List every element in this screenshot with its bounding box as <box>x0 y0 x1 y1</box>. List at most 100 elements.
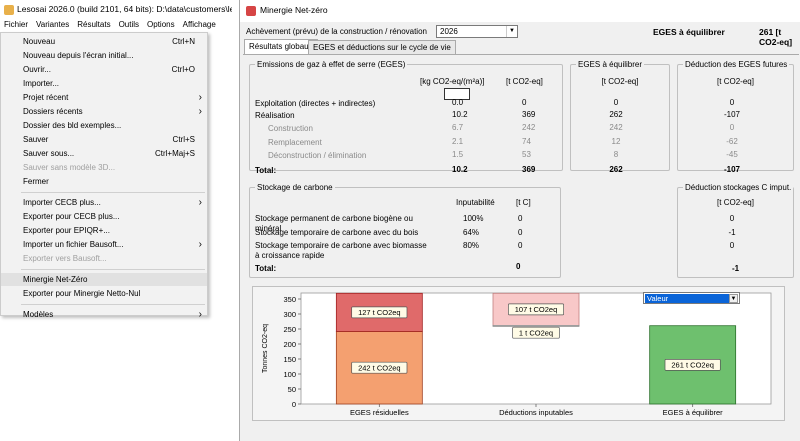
chevron-right-icon: › <box>198 239 202 250</box>
deduction-futures-group: Déduction des EGES futures [t CO2-eq] 0 -… <box>677 60 794 174</box>
menu-item-10[interactable]: Fermer <box>1 175 207 188</box>
storage-row-value: 0 <box>518 241 523 250</box>
menu-item-label: Ouvrir... <box>23 65 52 74</box>
eges-equilibrer-value: 262 <box>609 110 623 119</box>
menu-item-label: Fermer <box>23 177 49 186</box>
deduction-storage-value: 0 <box>729 214 735 223</box>
chevron-down-icon[interactable]: ▼ <box>729 294 738 303</box>
deduction-futures-value: -107 <box>723 110 740 119</box>
menu-item-label: Importer... <box>23 79 60 88</box>
menu-item-label: Exporter pour CECB plus... <box>23 212 120 221</box>
emissions-row-t: 369 <box>522 165 536 174</box>
emissions-group: Emissions de gaz à effet de serre (EGES)… <box>249 60 563 175</box>
deduction-futures-value: -62 <box>726 137 738 146</box>
menu-item-label: Sauver <box>23 135 49 144</box>
y-tick-label: 300 <box>283 310 296 319</box>
bar-data-label-box <box>508 303 565 316</box>
eges-equilibrer-value: 8 <box>613 150 619 159</box>
menu-item-19[interactable]: Exporter pour Minergie Netto-Nul <box>1 287 207 300</box>
emissions-row-kg: 10.2 <box>452 110 468 119</box>
menu-item-label: Exporter pour Minergie Netto-Nul <box>23 289 141 298</box>
menu-item-13[interactable]: Exporter pour CECB plus... <box>1 210 207 223</box>
bar-data-label: 242 t CO2eq <box>358 364 401 373</box>
emissions-row-kg[interactable]: 0.0 <box>452 98 464 107</box>
eges-header-label: EGES à équilibrer <box>653 27 725 37</box>
menu-item-4[interactable]: Projet récent › <box>1 91 207 104</box>
bar-data-label-box <box>351 361 408 374</box>
eges-header-value: 261 [t CO2-eq] <box>759 27 793 47</box>
menu-item-9: Sauver sans modèle 3D... <box>1 161 207 174</box>
menu-item-15[interactable]: Importer un fichier Bausoft... › <box>1 238 207 251</box>
menu-separator <box>21 304 205 305</box>
carbon-storage-group: Stockage de carbone Inputabilité [t C] T… <box>249 183 561 278</box>
menu-item-shortcut: Ctrl+O <box>171 65 195 74</box>
emissions-row-t: 0 <box>522 98 527 107</box>
deduction-storage-group: Déduction stockages C imput. [t CO2-eq] … <box>677 183 794 278</box>
menubar-item-2[interactable]: Résultats <box>77 20 111 29</box>
y-tick-label: 0 <box>292 400 296 409</box>
storage-row-pct: 100% <box>463 214 484 223</box>
exploitation-input[interactable] <box>444 88 470 100</box>
menu-item-0[interactable]: Nouveau Ctrl+N <box>1 35 207 48</box>
value-select[interactable]: Valeur ▼ <box>643 292 740 304</box>
menu-item-8[interactable]: Sauver sous... Ctrl+Maj+S <box>1 147 207 160</box>
year-select[interactable]: 2026 ▼ <box>436 25 518 38</box>
menu-item-12[interactable]: Importer CECB plus... › <box>1 196 207 209</box>
emissions-row-kg: 10.2 <box>452 165 468 174</box>
menu-item-label: Modèles <box>23 310 54 319</box>
emissions-row-kg: 1.5 <box>452 150 464 159</box>
storage-row-label: Stockage permanent de carbone biogène ou… <box>255 214 413 233</box>
minergie-window-title: Minergie Net-zéro <box>240 0 800 22</box>
deduction-storage-value: 0 <box>729 241 735 250</box>
menubar-item-4[interactable]: Options <box>147 20 175 29</box>
emissions-row-label: Remplacement <box>268 138 322 147</box>
menu-item-label: Exporter vers Bausoft... <box>23 254 107 263</box>
y-axis-label: Tonnes CO2-eq <box>262 324 269 373</box>
emissions-col2-header: [t CO2-eq] <box>506 77 543 86</box>
menubar-item-0[interactable]: Fichier <box>4 20 29 29</box>
menu-item-3[interactable]: Importer... <box>1 77 207 90</box>
lesosai-window-title: Lesosai 2026.0 (build 2101, 64 bits): D:… <box>17 4 232 14</box>
chevron-right-icon: › <box>198 197 202 208</box>
menubar-item-1[interactable]: Variantes <box>36 20 70 29</box>
menu-item-5[interactable]: Dossiers récents › <box>1 105 207 118</box>
deduction-futures-value: 0 <box>729 98 735 107</box>
bar-data-label: 127 t CO2eq <box>358 308 401 317</box>
achievement-label: Achèvement (prévu) de la construction / … <box>246 27 427 36</box>
emissions-row-label: Réalisation <box>255 111 295 120</box>
storage-col2-header: [t C] <box>516 198 531 207</box>
x-category-label: EGES résiduelles <box>350 408 409 417</box>
emissions-col1-header: [kg CO2-eq/(m²a)] <box>420 77 485 86</box>
eges-equilibrer-value: 262 <box>609 165 623 174</box>
menu-item-14[interactable]: Exporter pour EPIQR+... <box>1 224 207 237</box>
menu-item-1[interactable]: Nouveau depuis l'écran initial... <box>1 49 207 62</box>
eges-equilibrer-group: EGES à équilibrer [t CO2-eq] 0 262 242 12 8 2… <box>570 60 670 174</box>
emissions-row-label: Construction <box>268 124 313 133</box>
menu-item-6[interactable]: Dossier des bld exemples... <box>1 119 207 132</box>
menu-item-21[interactable]: Modèles › <box>1 308 207 321</box>
menu-item-shortcut: Ctrl+S <box>172 135 195 144</box>
menu-item-2[interactable]: Ouvrir... Ctrl+O <box>1 63 207 76</box>
tab-resultats-globaux[interactable]: Résultats globaux <box>244 39 318 55</box>
emissions-row-label: Total: <box>255 166 277 175</box>
emissions-row-t: 53 <box>522 150 531 159</box>
menubar-item-5[interactable]: Affichage <box>182 20 216 29</box>
menu-item-7[interactable]: Sauver Ctrl+S <box>1 133 207 146</box>
deduction-storage-title: Déduction stockages C imput. <box>683 183 794 192</box>
chevron-down-icon[interactable]: ▼ <box>506 26 517 37</box>
balance-chart: 0 50 100 150 200 250 300 350 Tonnes CO2-eq EGES r… <box>262 292 772 417</box>
bar-data-label-box <box>351 306 408 319</box>
deduction-futures-title: Déduction des EGES futures <box>683 60 790 69</box>
chevron-right-icon: › <box>198 106 202 117</box>
menubar-item-3[interactable]: Outils <box>118 20 140 29</box>
lesosai-main-window: Lesosai 2026.0 (build 2101, 64 bits): D:… <box>0 0 232 441</box>
bar-segment <box>335 292 423 332</box>
x-category-label: Déductions inputables <box>499 408 573 417</box>
tab-eges-cycle-de-vie[interactable]: EGES et déductions sur le cycle de vie <box>308 40 456 54</box>
menu-item-label: Minergie Net-Zéro <box>23 275 88 284</box>
x-category-label: EGES à équilibrer <box>663 408 724 417</box>
storage-row-pct: 80% <box>463 241 480 250</box>
y-tick-label: 200 <box>283 340 296 349</box>
emissions-row-kg: 2.1 <box>452 137 464 146</box>
menu-item-18[interactable]: Minergie Net-Zéro <box>1 273 207 286</box>
